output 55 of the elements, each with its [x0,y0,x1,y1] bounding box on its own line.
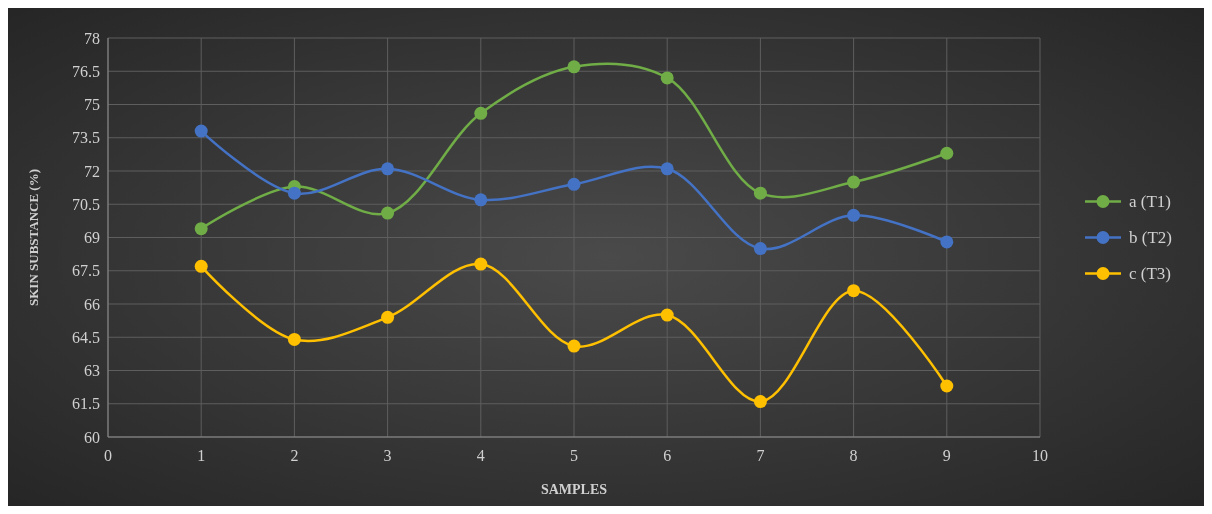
point [567,177,581,191]
x-tick-label: 6 [663,447,672,464]
y-tick-label: 60 [84,428,100,446]
point [474,106,488,120]
x-tick-label: 1 [197,447,206,464]
point [940,235,954,249]
y-tick-label: 64.5 [72,328,100,346]
x-tick-label: 9 [942,447,951,464]
point [753,186,767,200]
point [194,259,208,273]
x-tick-label: 2 [290,447,299,464]
point [753,395,767,409]
x-tick-label: 10 [1032,447,1048,464]
y-tick-label: 66 [84,295,100,313]
point [474,193,488,207]
point [753,242,767,256]
point [381,162,395,176]
x-tick-label: 8 [849,447,858,464]
point [194,124,208,138]
y-tick-label: 78 [84,29,100,47]
point [287,332,301,346]
point [940,379,954,393]
legend-label: b (T2) [1129,228,1172,248]
y-tick-label: 72 [84,162,100,180]
point [847,208,861,222]
y-tick-label: 61.5 [72,395,100,413]
y-tick-label: 75 [84,96,100,114]
x-tick-label: 0 [104,447,112,464]
y-tick-label: 73.5 [72,129,100,147]
point [381,310,395,324]
point [194,222,208,236]
x-tick-label: 3 [383,447,392,464]
y-tick-label: 69 [84,229,100,247]
point [847,175,861,189]
y-tick-label: 63 [84,362,100,380]
point [381,206,395,220]
x-tick-label: 4 [476,447,485,464]
point [940,146,954,160]
point [567,60,581,74]
point [567,339,581,353]
legend-label: c (T3) [1129,264,1172,284]
point [287,186,301,200]
legend-label: a (T1) [1129,192,1172,212]
y-tick-label: 76.5 [72,62,100,80]
point [660,308,674,322]
y-tick-label: 67.5 [72,262,100,280]
x-tick-label: 5 [570,447,578,464]
point [847,284,861,298]
x-axis-title: SAMPLES [540,482,608,497]
point [660,162,674,176]
y-axis-title: SKIN SUBSTANCE (%) [26,168,41,307]
x-tick-label: 7 [756,447,765,464]
point [474,257,488,271]
y-tick-label: 70.5 [72,195,100,213]
point [660,71,674,85]
